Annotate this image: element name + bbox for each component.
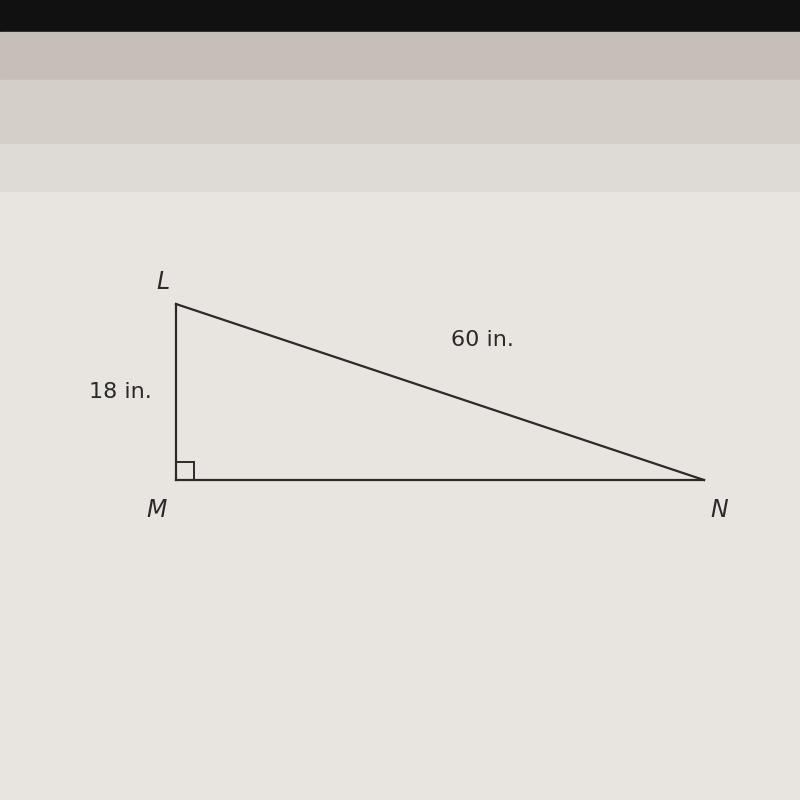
Text: 18 in.: 18 in. xyxy=(90,382,152,402)
Text: L: L xyxy=(157,270,170,294)
Bar xyxy=(0,0,800,32)
Text: M: M xyxy=(146,498,166,522)
Bar xyxy=(0,192,800,800)
Bar xyxy=(0,144,800,192)
Text: N: N xyxy=(710,498,728,522)
Text: 60 in.: 60 in. xyxy=(451,330,514,350)
Bar xyxy=(176,462,194,480)
Bar xyxy=(0,80,800,144)
Bar xyxy=(0,32,800,80)
